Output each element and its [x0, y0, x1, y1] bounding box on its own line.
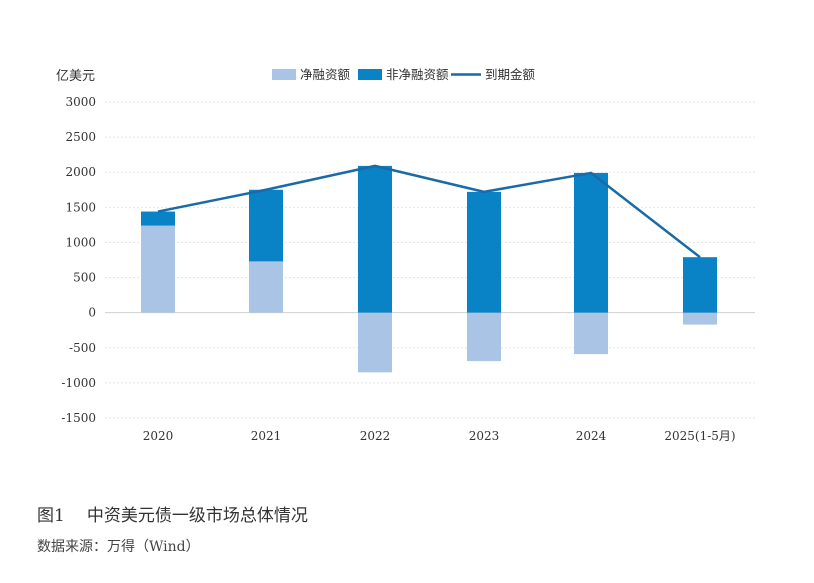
y-tick-label: 1000 [65, 235, 96, 249]
y-tick-label: -500 [69, 341, 96, 355]
bar-non-net-financing [249, 189, 283, 262]
y-tick-label: 2500 [65, 130, 96, 144]
bar-net-financing [574, 312, 608, 355]
legend-label: 非净融资额 [386, 67, 449, 82]
bar-non-net-financing [574, 172, 608, 313]
y-tick-label: 500 [73, 271, 96, 285]
x-tick-label: 2025(1-5月) [664, 429, 735, 443]
y-tick-label: 1500 [65, 200, 96, 214]
y-axis-label: 亿美元 [56, 69, 95, 84]
bar-net-financing [467, 312, 501, 362]
y-axis: 3000 2500 2000 1500 1000 500 0 -500 -1000 -1500 [61, 95, 96, 425]
chart: 3000 2500 2000 1500 1000 500 0 -500 -1000 -1500 2… [56, 67, 755, 443]
y-tick-label: 3000 [65, 95, 96, 109]
bar-net-financing [358, 312, 392, 373]
figure-title: 中资美元债一级市场总体情况 [86, 506, 308, 526]
line-maturity-amount [157, 164, 701, 259]
y-tick-label: -1500 [61, 411, 96, 425]
bar-non-net-financing [358, 165, 392, 313]
grid-lines [105, 101, 755, 419]
bar-non-net-financing [683, 257, 717, 313]
x-tick-label: 2022 [360, 429, 391, 443]
y-tick-label: -1000 [61, 376, 96, 390]
x-tick-label: 2023 [469, 429, 500, 443]
x-tick-label: 2021 [251, 429, 282, 443]
line-series [157, 164, 701, 259]
figure-number: 图1 [37, 506, 65, 526]
bar-net-financing [683, 312, 717, 325]
x-tick-label: 2020 [143, 429, 174, 443]
bar-net-financing [249, 261, 283, 313]
bar-net-financing [141, 225, 175, 313]
bars [141, 165, 717, 373]
legend-label: 到期金额 [485, 67, 536, 82]
legend-swatch [272, 69, 296, 80]
figure-caption: 图1 中资美元债一级市场总体情况 [37, 501, 308, 526]
y-tick-label: 2000 [65, 165, 96, 179]
bar-non-net-financing [467, 191, 501, 313]
x-axis: 2020 2021 2022 2023 2024 2025(1-5月) [143, 429, 736, 443]
bar-non-net-financing [141, 211, 175, 226]
data-source: 数据来源：万得（Wind） [37, 539, 200, 555]
y-tick-label: 0 [88, 306, 96, 320]
legend-swatch [358, 69, 382, 80]
x-tick-label: 2024 [576, 429, 607, 443]
legend-label: 净融资额 [300, 67, 351, 82]
legend: 净融资额 非净融资额 到期金额 [272, 67, 536, 82]
